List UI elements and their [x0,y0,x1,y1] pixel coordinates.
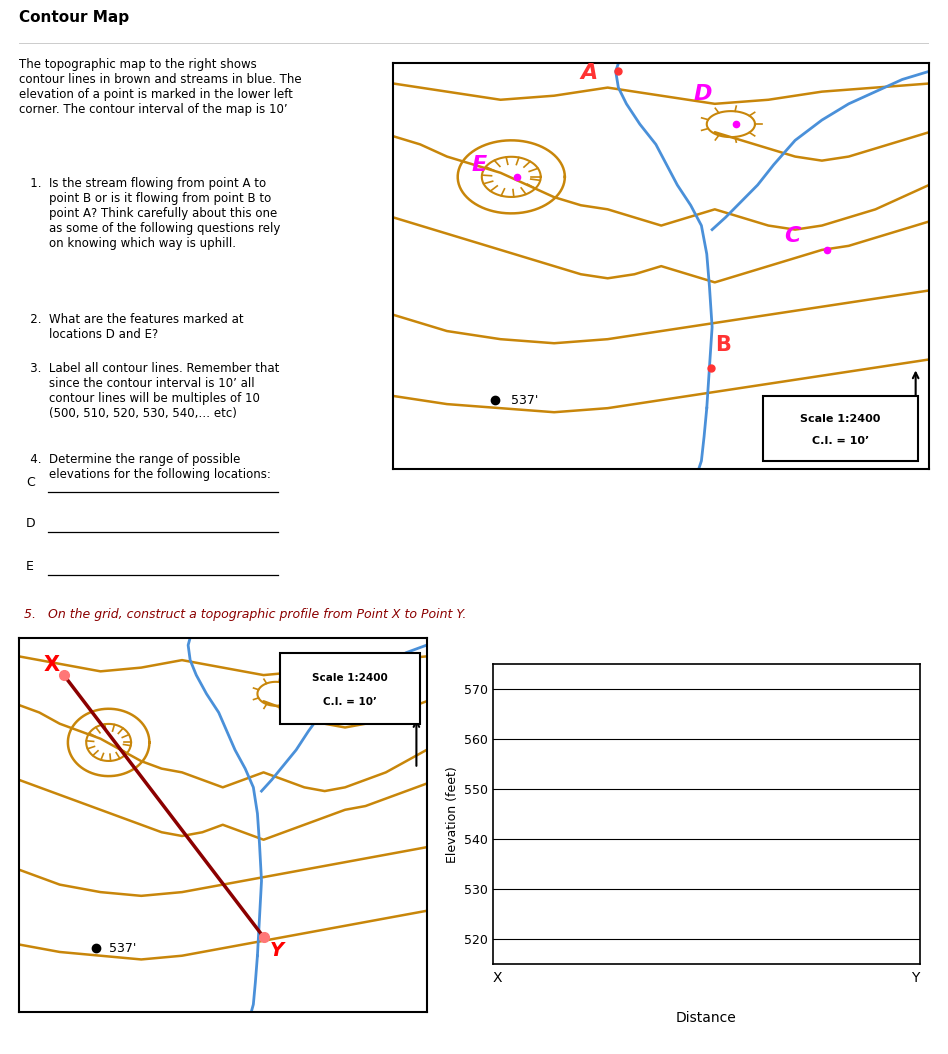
Text: 2.  What are the features marked at
        locations D and E?: 2. What are the features marked at locat… [19,313,244,340]
Text: Scale 1:2400: Scale 1:2400 [800,414,881,424]
Bar [280,652,421,724]
Text: E: E [27,560,34,572]
Text: D: D [693,83,712,103]
Text: C: C [27,476,35,489]
Text: C: C [784,226,801,246]
Text: 5.   On the grid, construct a topographic profile from Point X to Point Y.: 5. On the grid, construct a topographic … [24,608,465,621]
Text: Y: Y [269,941,283,960]
Text: 1.  Is the stream flowing from point A to
        point B or is it flowing from : 1. Is the stream flowing from point A to… [19,177,281,250]
Text: D: D [27,516,36,530]
Text: Scale 1:2400: Scale 1:2400 [312,672,388,683]
Text: Contour Map: Contour Map [19,11,129,25]
Text: C.I. = 10’: C.I. = 10’ [323,697,377,707]
Text: Distance: Distance [676,1012,737,1026]
Text: 4.  Determine the range of possible
        elevations for the following locatio: 4. Determine the range of possible eleva… [19,452,271,481]
Text: B: B [715,335,731,355]
Text: 3.  Label all contour lines. Remember that
        since the contour interval is: 3. Label all contour lines. Remember tha… [19,363,280,421]
Text: C.I. = 10’: C.I. = 10’ [812,436,869,446]
Text: A: A [581,63,598,83]
Text: X: X [44,656,60,676]
Text: X: X [493,972,502,985]
Text: Y: Y [911,972,920,985]
Y-axis label: Elevation (feet): Elevation (feet) [446,766,459,862]
Text: The topographic map to the right shows
contour lines in brown and streams in blu: The topographic map to the right shows c… [19,58,301,116]
Text: 537': 537' [511,393,538,407]
Text: E: E [471,155,486,175]
Bar [763,396,919,461]
Text: 537': 537' [109,941,136,955]
